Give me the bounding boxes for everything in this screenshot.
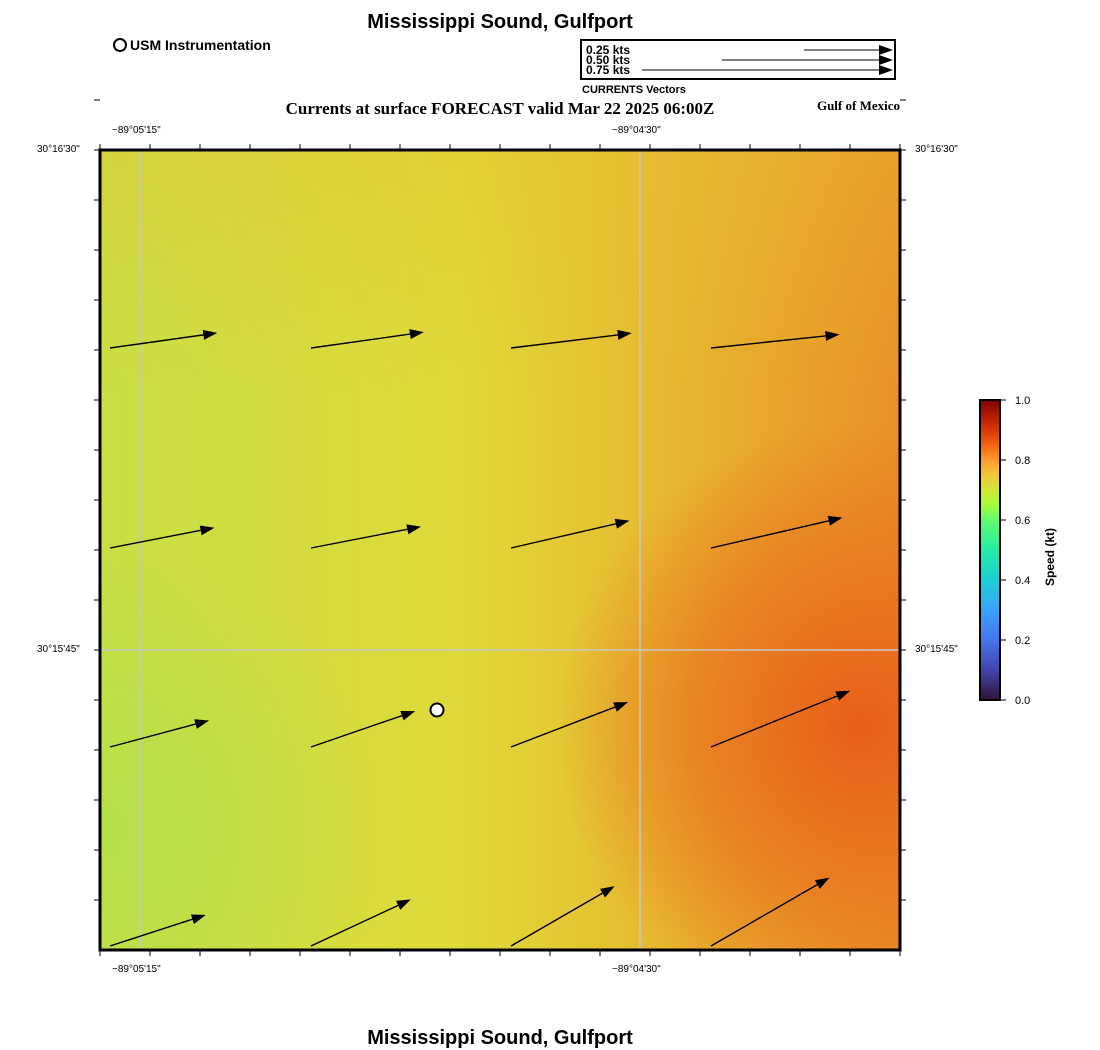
bottom-lon-label: −89°04'30" [612, 964, 661, 975]
top-lon-label: −89°05'15" [112, 125, 161, 136]
current-vector [510, 886, 615, 947]
vector-shaft [510, 523, 616, 549]
current-vector [710, 515, 843, 549]
current-vector [310, 524, 422, 549]
speed-field-top [100, 150, 900, 950]
vector-head [835, 690, 851, 701]
vector-legend-item: 0.75 kts [586, 63, 630, 77]
current-vector [109, 719, 210, 748]
vector-head [613, 702, 629, 712]
colorbar-tick-label: 0.4 [1015, 575, 1030, 587]
current-vector [710, 877, 830, 947]
vector-head [825, 330, 840, 341]
current-vector [109, 914, 206, 947]
current-vector [710, 690, 851, 748]
vector-head [617, 329, 632, 340]
vector-shaft [310, 333, 411, 349]
vector-shaft [710, 695, 838, 748]
right-lat-label: 30°16'30" [915, 144, 958, 155]
vector-shaft [510, 892, 603, 947]
vector-shaft [109, 529, 201, 549]
colorbar-tick-label: 0.8 [1015, 455, 1030, 467]
vector-head [199, 525, 215, 536]
vector-legend-caption: CURRENTS Vectors [582, 84, 686, 96]
top-lon-label: −89°04'30" [612, 125, 661, 136]
current-vectors [109, 329, 851, 947]
vector-legend-arrowhead [879, 45, 893, 55]
vector-legend-item: 0.50 kts [586, 53, 630, 67]
vector-shaft [310, 715, 403, 748]
region-label: Gulf of Mexico [816, 98, 900, 113]
vector-legend-arrowhead [879, 65, 893, 75]
vector-shaft [510, 706, 616, 748]
vector-shaft [710, 883, 818, 947]
vector-head [396, 899, 411, 910]
vector-shaft [109, 918, 193, 947]
usm-station-marker[interactable] [429, 702, 445, 718]
vector-shaft [109, 723, 196, 748]
colorbar-tick-label: 0.2 [1015, 635, 1030, 647]
current-vector [510, 702, 629, 748]
vector-head [194, 719, 210, 729]
vector-head [409, 329, 424, 340]
current-vector [710, 330, 840, 349]
vector-legend-arrowhead [879, 55, 893, 65]
vector-head [614, 518, 630, 529]
vector-shaft [310, 528, 408, 549]
vector-head [400, 710, 416, 721]
colorbar [979, 399, 1001, 701]
left-lat-label: 30°16'30" [37, 144, 80, 155]
vector-head [814, 877, 830, 889]
vector-head [190, 914, 206, 924]
vector-shaft [710, 335, 826, 349]
left-lat-label: 30°15'45" [37, 644, 80, 655]
vector-head [827, 515, 843, 526]
vector-shaft [310, 904, 399, 947]
colorbar-title: Speed (kt) [1043, 528, 1057, 587]
current-vector [310, 329, 424, 349]
current-vector [310, 899, 411, 947]
vector-shaft [109, 334, 204, 349]
vector-head [600, 886, 615, 898]
station-legend-label: USM Instrumentation [130, 37, 271, 53]
map-title: Mississippi Sound, Gulfport [367, 11, 633, 33]
bottom-lon-label: −89°05'15" [112, 964, 161, 975]
current-vector [510, 329, 632, 349]
colorbar-tick-label: 0.0 [1015, 695, 1030, 707]
vector-legend: 0.25 kts 0.50 kts 0.75 kts [580, 39, 896, 80]
right-lat-label: 30°15'45" [915, 644, 958, 655]
footer-title: Mississippi Sound, Gulfport [367, 1027, 633, 1049]
station-legend: USM Instrumentation [113, 37, 271, 53]
forecast-subtitle: Currents at surface FORECAST valid Mar 2… [285, 99, 715, 118]
current-vector [109, 525, 215, 549]
vector-shaft [510, 334, 618, 349]
current-vector [109, 329, 218, 349]
current-vector [510, 518, 630, 549]
vector-head [202, 329, 218, 340]
vector-shaft [710, 520, 829, 549]
colorbar-tick-label: 1.0 [1015, 395, 1030, 407]
colorbar-ticks: 1.0 0.8 0.6 0.4 0.2 0.0 [1000, 395, 1030, 707]
current-vector [310, 710, 416, 748]
station-marker-icon [113, 38, 127, 52]
colorbar-tick-label: 0.6 [1015, 515, 1030, 527]
vector-head [406, 524, 422, 535]
vector-legend-item: 0.25 kts [586, 43, 630, 57]
frame-ticks [94, 99, 906, 956]
